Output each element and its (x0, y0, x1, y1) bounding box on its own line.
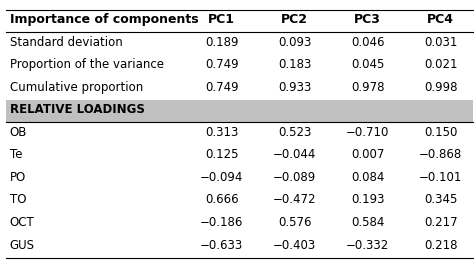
Text: PC4: PC4 (427, 13, 454, 26)
Text: 0.313: 0.313 (205, 126, 238, 139)
Bar (6, 235, 473, 258)
Text: −0.332: −0.332 (346, 239, 389, 252)
Text: −0.403: −0.403 (273, 239, 316, 252)
Text: 0.084: 0.084 (351, 171, 384, 184)
Text: −0.089: −0.089 (273, 171, 316, 184)
Text: 0.045: 0.045 (351, 58, 384, 71)
Text: OB: OB (10, 126, 27, 139)
Text: Standard deviation: Standard deviation (10, 36, 123, 49)
Bar (6, 123, 473, 145)
Bar (6, 32, 473, 55)
Text: Te: Te (10, 148, 22, 161)
Bar (6, 100, 473, 123)
Text: PC2: PC2 (281, 13, 308, 26)
Text: OCT: OCT (10, 216, 35, 229)
Text: 0.031: 0.031 (424, 36, 457, 49)
Text: TO: TO (10, 193, 27, 207)
Text: −0.633: −0.633 (200, 239, 243, 252)
Text: PC1: PC1 (208, 13, 235, 26)
Text: −0.101: −0.101 (419, 171, 463, 184)
Bar (6, 77, 473, 100)
Text: 0.576: 0.576 (278, 216, 311, 229)
Text: −0.868: −0.868 (419, 148, 463, 161)
Bar (6, 168, 473, 190)
Text: 0.933: 0.933 (278, 81, 311, 94)
Text: −0.094: −0.094 (200, 171, 243, 184)
Text: 0.218: 0.218 (424, 239, 457, 252)
Text: GUS: GUS (10, 239, 35, 252)
Bar (6, 55, 473, 77)
Text: Importance of components: Importance of components (10, 13, 199, 26)
Text: 0.093: 0.093 (278, 36, 311, 49)
Text: 0.666: 0.666 (205, 193, 238, 207)
Text: 0.150: 0.150 (424, 126, 457, 139)
Text: PO: PO (10, 171, 26, 184)
Text: 0.189: 0.189 (205, 36, 238, 49)
Text: 0.998: 0.998 (424, 81, 457, 94)
Text: 0.007: 0.007 (351, 148, 384, 161)
Text: 0.183: 0.183 (278, 58, 311, 71)
Text: 0.125: 0.125 (205, 148, 238, 161)
Text: −0.186: −0.186 (200, 216, 243, 229)
Bar (6, 10, 473, 32)
Text: 0.523: 0.523 (278, 126, 311, 139)
Text: RELATIVE LOADINGS: RELATIVE LOADINGS (10, 103, 145, 116)
Text: 0.217: 0.217 (424, 216, 457, 229)
Text: 0.749: 0.749 (205, 58, 238, 71)
Bar (6, 190, 473, 213)
Bar (6, 145, 473, 168)
Text: 0.345: 0.345 (424, 193, 457, 207)
Text: 0.046: 0.046 (351, 36, 384, 49)
Text: Proportion of the variance: Proportion of the variance (10, 58, 164, 71)
Text: 0.584: 0.584 (351, 216, 384, 229)
Text: 0.193: 0.193 (351, 193, 384, 207)
Text: 0.749: 0.749 (205, 81, 238, 94)
Bar (6, 213, 473, 235)
Text: −0.472: −0.472 (273, 193, 317, 207)
Text: PC3: PC3 (355, 13, 381, 26)
Text: Cumulative proportion: Cumulative proportion (10, 81, 143, 94)
Text: 0.021: 0.021 (424, 58, 457, 71)
Text: −0.044: −0.044 (273, 148, 317, 161)
Text: −0.710: −0.710 (346, 126, 390, 139)
Text: 0.978: 0.978 (351, 81, 384, 94)
